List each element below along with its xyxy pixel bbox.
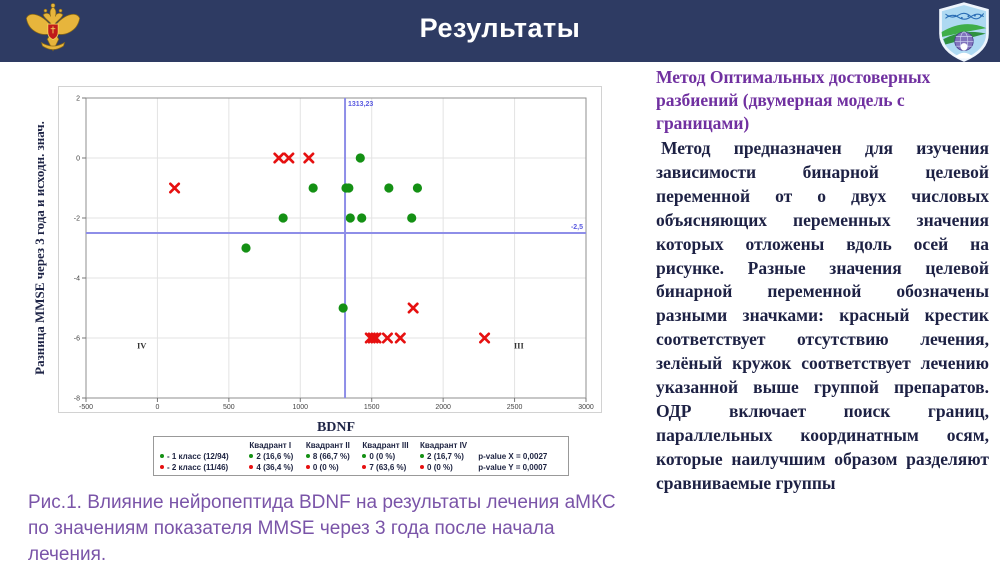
scatter-chart-svg: -500 0 500 1000 1500 2000 2500 3000 2 0 -2 -4 -6 -8 IV… [58, 86, 602, 435]
green-circle-marker-icon [160, 454, 164, 458]
x-axis-label: BDNF [317, 420, 355, 435]
green-circle-marker-icon [249, 454, 254, 458]
scatter-chart: Разница MMSE через 3 года и исходн. знач… [32, 86, 602, 438]
russian-coat-of-arms-icon [25, 3, 81, 52]
p-value-x: p-value X = 0,0027 [478, 452, 548, 461]
svg-text:3000: 3000 [578, 404, 594, 411]
method-body-text: Метод предназначен для изучения зависимо… [656, 138, 989, 493]
legend-quadrant-4-header: Квадрант IV [420, 441, 468, 450]
svg-text:2500: 2500 [507, 404, 523, 411]
red-cross-marker-icon [305, 465, 310, 469]
legend-class2-q2: 0 (0 %) [312, 463, 339, 472]
svg-text:1000: 1000 [292, 404, 308, 411]
legend-quadrant-2-header: Квадрант II [305, 441, 350, 450]
p-value-y: p-value Y = 0,0007 [478, 463, 548, 472]
red-cross-marker-icon [362, 465, 367, 469]
method-description-panel: Метод Оптимальных достоверных разбиений … [656, 66, 989, 496]
legend-class1-q1: 2 (16,6 %) [256, 452, 294, 461]
legend-class1-q3: 0 (0 %) [369, 452, 396, 461]
svg-text:-500: -500 [79, 404, 93, 411]
svg-text:0: 0 [76, 156, 80, 163]
svg-text:-2: -2 [74, 216, 80, 223]
method-heading: Метод Оптимальных достоверных разбиений … [656, 67, 931, 133]
legend-class2-label: - 2 класс (11/46) [167, 463, 229, 472]
red-cross-marker-icon [160, 465, 164, 469]
figure-caption: Рис.1. Влияние нейропептида BDNF на резу… [28, 492, 616, 565]
legend-quadrant-3-header: Квадрант III [362, 441, 409, 450]
page-title: Результаты [419, 13, 581, 43]
legend-class1-q2: 8 (66,7 %) [312, 452, 350, 461]
svg-text:IV: IV [137, 341, 147, 351]
y-axis-label: Разница MMSE через 3 года и исходн. знач… [32, 121, 47, 375]
header-bar: Результаты [0, 0, 1000, 62]
institute-shield-icon [939, 2, 989, 62]
legend-class2-q3: 7 (63,6 %) [369, 463, 407, 472]
boundary-x-value-label: 1313,23 [348, 101, 373, 108]
legend-row-class1: - 1 класс (12/94) 2 (16,6 %) 8 (66,7 %) … [158, 451, 564, 462]
svg-text:500: 500 [223, 404, 235, 411]
chart-legend: Квадрант I Квадрант II Квадрант III Квад… [153, 436, 569, 476]
boundary-y-value-label: -2,5 [571, 224, 583, 231]
svg-text:1500: 1500 [364, 404, 380, 411]
legend-row-class2: - 2 класс (11/46) 4 (36,4 %) 0 (0 %) 7 (… [158, 462, 564, 473]
legend-class2-q1: 4 (36,4 %) [256, 463, 294, 472]
red-cross-marker-icon [249, 465, 254, 469]
green-circle-marker-icon [305, 454, 310, 458]
legend-quadrant-1-header: Квадрант I [249, 441, 292, 450]
svg-text:-8: -8 [74, 396, 80, 403]
green-circle-marker-icon [362, 454, 367, 458]
svg-text:2: 2 [76, 96, 80, 103]
svg-text:-4: -4 [74, 276, 80, 283]
legend-class1-label: - 1 класс (12/94) [167, 452, 229, 461]
red-cross-marker-icon [420, 465, 425, 469]
legend-header-row: Квадрант I Квадрант II Квадрант III Квад… [158, 440, 564, 451]
svg-text:2000: 2000 [435, 404, 451, 411]
legend-table: Квадрант I Квадрант II Квадрант III Квад… [158, 440, 564, 473]
svg-text:0: 0 [155, 404, 159, 411]
svg-text:-6: -6 [74, 336, 80, 343]
chart-generated-layer: -500 0 500 1000 1500 2000 2500 3000 2 0 -2 -4 -6 -8 IV… [58, 86, 602, 413]
green-circle-marker-icon [420, 454, 425, 458]
svg-text:III: III [514, 341, 525, 351]
legend-class1-q4: 2 (16,7 %) [427, 452, 464, 461]
legend-class2-q4: 0 (0 %) [427, 463, 453, 472]
